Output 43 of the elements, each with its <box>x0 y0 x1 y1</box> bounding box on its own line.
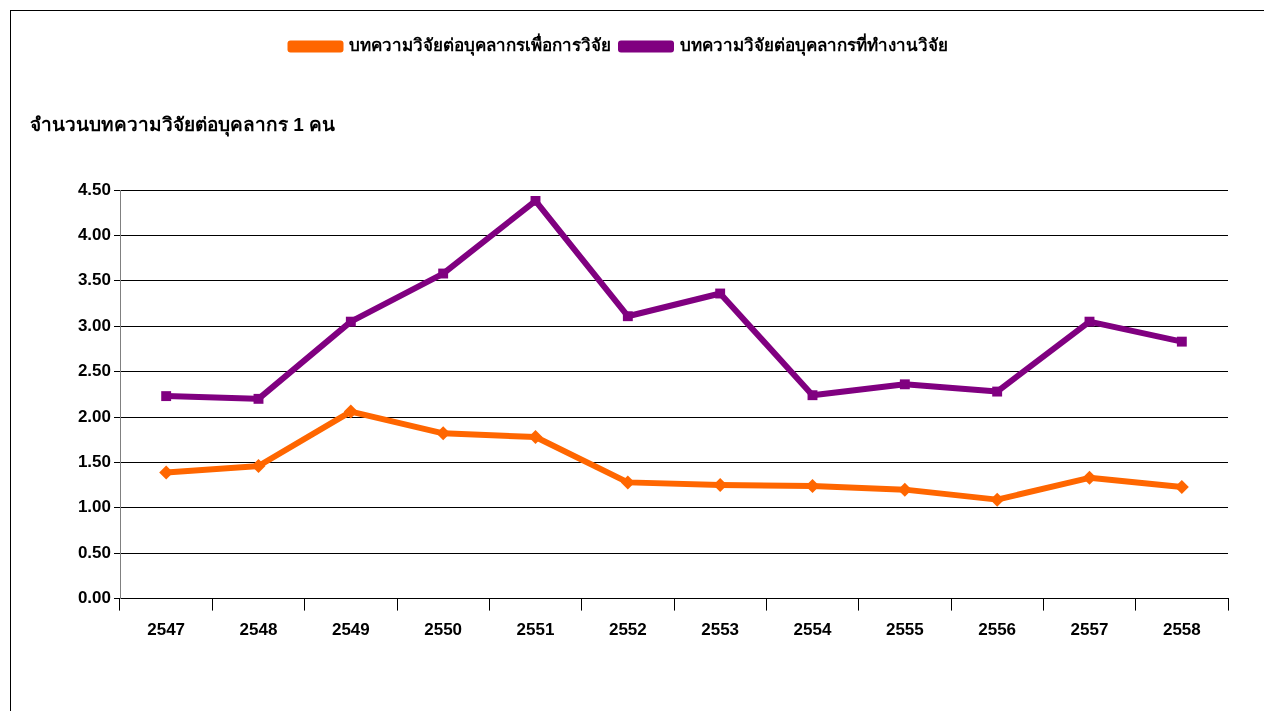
y-tick-label: 4.50 <box>77 179 111 199</box>
point <box>161 391 172 402</box>
point <box>1084 316 1095 327</box>
x-tick-label: 2550 <box>424 620 463 640</box>
point <box>622 311 633 322</box>
y-tick-label: 1.50 <box>77 452 111 472</box>
y-tick-label: 3.50 <box>77 270 111 290</box>
point <box>807 390 818 401</box>
point <box>530 195 541 206</box>
point <box>253 393 264 404</box>
x-tick-label: 2551 <box>516 620 555 640</box>
point <box>345 316 356 327</box>
y-tick-label: 3.00 <box>77 315 111 335</box>
point <box>528 429 543 444</box>
y-tick-label: 1.00 <box>77 497 111 517</box>
x-tick-label: 2548 <box>239 620 278 640</box>
point <box>620 475 635 490</box>
x-tick-label: 2553 <box>701 620 740 640</box>
point <box>992 386 1003 397</box>
y-tick-label: 0.50 <box>77 542 111 562</box>
x-tick-label: 2549 <box>331 620 370 640</box>
x-tick-label: 2552 <box>608 620 647 640</box>
point <box>251 459 266 474</box>
y-tick-label: 0.00 <box>77 588 111 608</box>
point <box>343 404 358 419</box>
point <box>990 492 1005 507</box>
legend-label: บทความวิจัยต่อบุคลากรเพื่อการวิจัย <box>349 33 611 57</box>
point <box>1176 336 1187 347</box>
point <box>715 288 726 299</box>
x-tick-label: 2547 <box>147 620 186 640</box>
point <box>899 379 910 390</box>
x-tick-label: 2556 <box>978 620 1017 640</box>
point <box>1082 470 1097 485</box>
y-axis-title: จำนวนบทความวิจัยต่อบุคลากร 1 คน <box>30 114 336 138</box>
y-tick-label: 2.00 <box>77 406 111 426</box>
x-tick-label: 2558 <box>1162 620 1201 640</box>
y-tick-label: 2.50 <box>77 361 111 381</box>
legend-label: บทความวิจัยต่อบุคลากรที่ทำงานวิจัย <box>679 33 948 57</box>
point <box>438 268 449 279</box>
x-tick-label: 2557 <box>1070 620 1109 640</box>
x-tick-label: 2555 <box>885 620 924 640</box>
y-tick-label: 4.00 <box>77 225 111 245</box>
x-tick-label: 2554 <box>793 620 832 640</box>
